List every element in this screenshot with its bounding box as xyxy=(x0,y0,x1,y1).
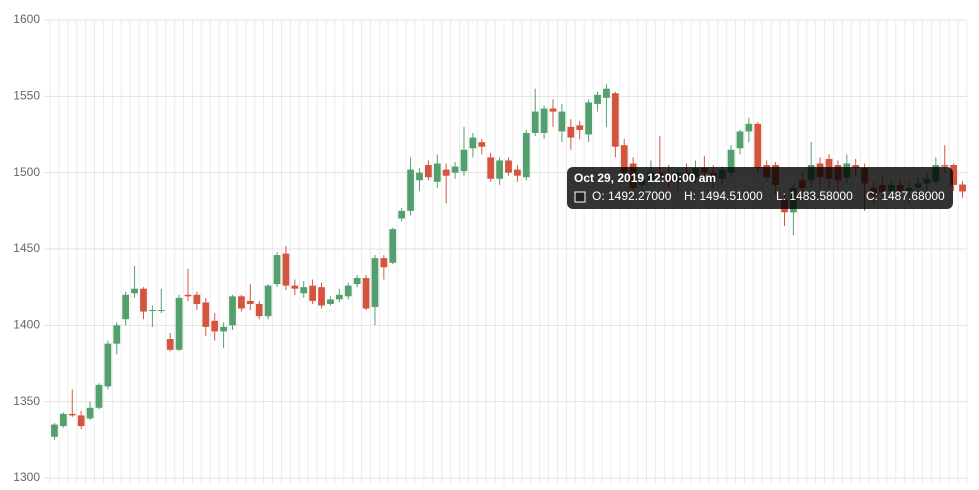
candle-body xyxy=(505,160,512,173)
candle-body xyxy=(549,108,557,112)
y-tick-label: 1350 xyxy=(13,394,40,408)
candle-body xyxy=(140,288,147,312)
tooltip-swatch xyxy=(574,191,586,203)
candle-body xyxy=(389,229,397,263)
candle-body xyxy=(478,142,486,147)
candle-body xyxy=(255,303,263,317)
candle-body xyxy=(451,166,459,173)
y-tick-label: 1550 xyxy=(13,89,40,103)
candle-body xyxy=(193,294,201,304)
candle-body xyxy=(353,278,361,285)
candle-body xyxy=(229,296,236,326)
candle-body xyxy=(620,145,628,173)
candle-body xyxy=(202,302,210,327)
candle-body xyxy=(166,339,174,350)
candle-body xyxy=(149,310,156,312)
y-tick-label: 1400 xyxy=(13,318,40,332)
candle-body xyxy=(514,169,521,176)
candle-body xyxy=(603,88,610,98)
candle-body xyxy=(727,149,735,173)
tooltip: Oct 29, 2019 12:00:00 am O: 1492.27000 H:… xyxy=(567,167,953,209)
candle-body xyxy=(238,296,245,309)
y-tick-label: 1300 xyxy=(13,470,40,484)
candle-body xyxy=(51,424,58,437)
candle-body xyxy=(416,172,423,181)
candle-body xyxy=(754,123,762,169)
candle-body xyxy=(941,165,949,167)
candle-body xyxy=(959,184,966,192)
candle-body xyxy=(104,343,112,387)
candle-body xyxy=(611,93,619,147)
candle-body xyxy=(122,294,130,320)
candle-body xyxy=(273,255,281,285)
tooltip-item: O: 1492.27000 xyxy=(592,189,672,203)
candle-body xyxy=(68,413,76,416)
candle-body xyxy=(59,413,67,427)
candle-body xyxy=(264,285,272,317)
y-tick-label: 1500 xyxy=(13,165,40,179)
candle-body xyxy=(442,169,450,176)
candle-body xyxy=(327,299,334,304)
candle-body xyxy=(576,125,584,130)
candle-body xyxy=(380,258,388,268)
tooltip-box xyxy=(567,167,953,209)
candle-body xyxy=(460,149,468,172)
tooltip-item: L: 1483.58000 xyxy=(776,189,853,203)
y-tick-label: 1450 xyxy=(13,241,40,255)
candle-body xyxy=(852,165,860,169)
candle-body xyxy=(220,326,227,332)
candle-body xyxy=(745,123,753,132)
candle-body xyxy=(77,415,85,427)
candle-body xyxy=(318,287,325,306)
candle-body xyxy=(531,111,539,133)
tooltip-item: H: 1494.51000 xyxy=(684,189,763,203)
candle-body xyxy=(950,165,958,185)
candle-body xyxy=(131,288,138,294)
candle-body xyxy=(398,210,406,219)
candle-body xyxy=(522,132,530,178)
candle-body xyxy=(184,294,192,297)
candle-body xyxy=(86,407,94,419)
candle-body xyxy=(487,157,495,179)
candles xyxy=(51,84,966,440)
candle-body xyxy=(157,310,165,312)
candle-body xyxy=(309,285,317,301)
candle-body xyxy=(433,163,441,182)
tooltip-title: Oct 29, 2019 12:00:00 am xyxy=(574,171,716,185)
candle-body xyxy=(291,285,299,289)
candle-body xyxy=(211,320,219,332)
candle-body xyxy=(300,287,308,294)
candle-body xyxy=(594,94,601,104)
candle-body xyxy=(558,111,566,132)
candle-body xyxy=(540,108,548,133)
candle-body xyxy=(246,300,254,304)
candle-body xyxy=(736,131,744,149)
candle-body xyxy=(585,102,593,135)
tooltip-item: C: 1487.68000 xyxy=(866,189,945,203)
y-tick-label: 1600 xyxy=(13,12,40,26)
grid: 1300 1350 1400 1450 1500 1550 1600 xyxy=(13,12,968,484)
candle-body xyxy=(344,285,352,297)
candle-body xyxy=(407,169,414,211)
candle-body xyxy=(113,325,121,344)
candle-body xyxy=(496,160,503,179)
candle-body xyxy=(371,258,379,308)
candle-body xyxy=(335,294,343,300)
candle-body xyxy=(175,297,183,350)
candle-body xyxy=(567,126,575,138)
candle-body xyxy=(362,278,370,309)
candle-body xyxy=(424,165,432,178)
candle-body xyxy=(282,253,290,286)
candle-body xyxy=(469,137,477,149)
candle-body xyxy=(95,384,103,408)
